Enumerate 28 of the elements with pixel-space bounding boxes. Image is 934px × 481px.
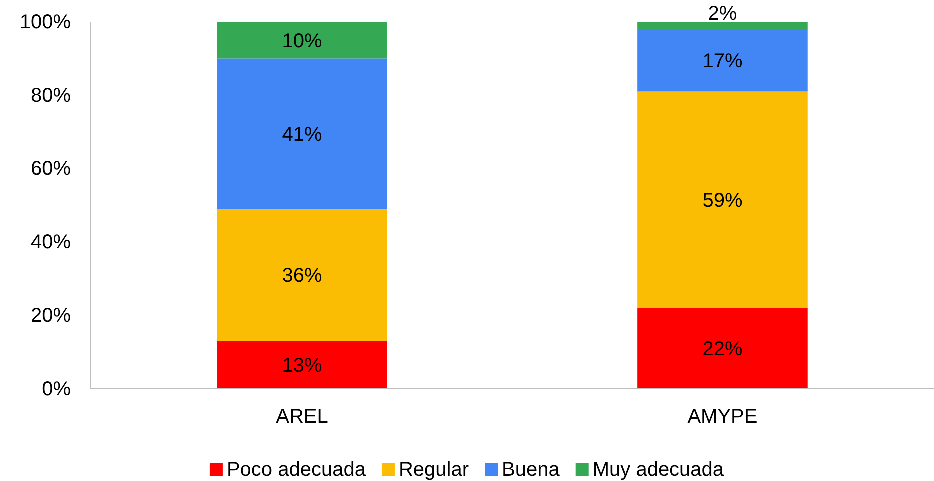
data-label: 13% bbox=[282, 355, 323, 378]
y-tick-label: 100% bbox=[20, 11, 72, 34]
data-label: 22% bbox=[702, 338, 743, 361]
bar bbox=[638, 22, 808, 30]
y-tick-label: 0% bbox=[42, 378, 72, 400]
legend-label: Poco adecuada bbox=[226, 459, 367, 481]
bar bbox=[217, 341, 388, 389]
data-label: 41% bbox=[282, 124, 323, 146]
bar bbox=[217, 209, 388, 342]
y-tick-label: 20% bbox=[30, 305, 72, 327]
legend-label: Muy adecuada bbox=[592, 459, 725, 481]
legend-label: Buena bbox=[502, 459, 561, 481]
y-tick-label: 40% bbox=[30, 232, 72, 254]
x-tick-label: AMYPE bbox=[688, 406, 758, 428]
x-tick-label: AREL bbox=[276, 406, 328, 428]
bar bbox=[638, 29, 808, 92]
data-label: 17% bbox=[702, 50, 743, 73]
data-label: 59% bbox=[702, 190, 743, 212]
data-label: 36% bbox=[282, 265, 323, 288]
bar bbox=[638, 92, 808, 308]
bar bbox=[638, 308, 808, 389]
data-label: 2% bbox=[708, 3, 738, 25]
y-tick-label: 60% bbox=[30, 158, 72, 180]
bar bbox=[217, 22, 388, 59]
legend-label: Regular bbox=[398, 459, 470, 481]
data-label: 10% bbox=[282, 30, 323, 52]
bar bbox=[217, 58, 388, 210]
y-tick-label: 80% bbox=[30, 84, 72, 107]
